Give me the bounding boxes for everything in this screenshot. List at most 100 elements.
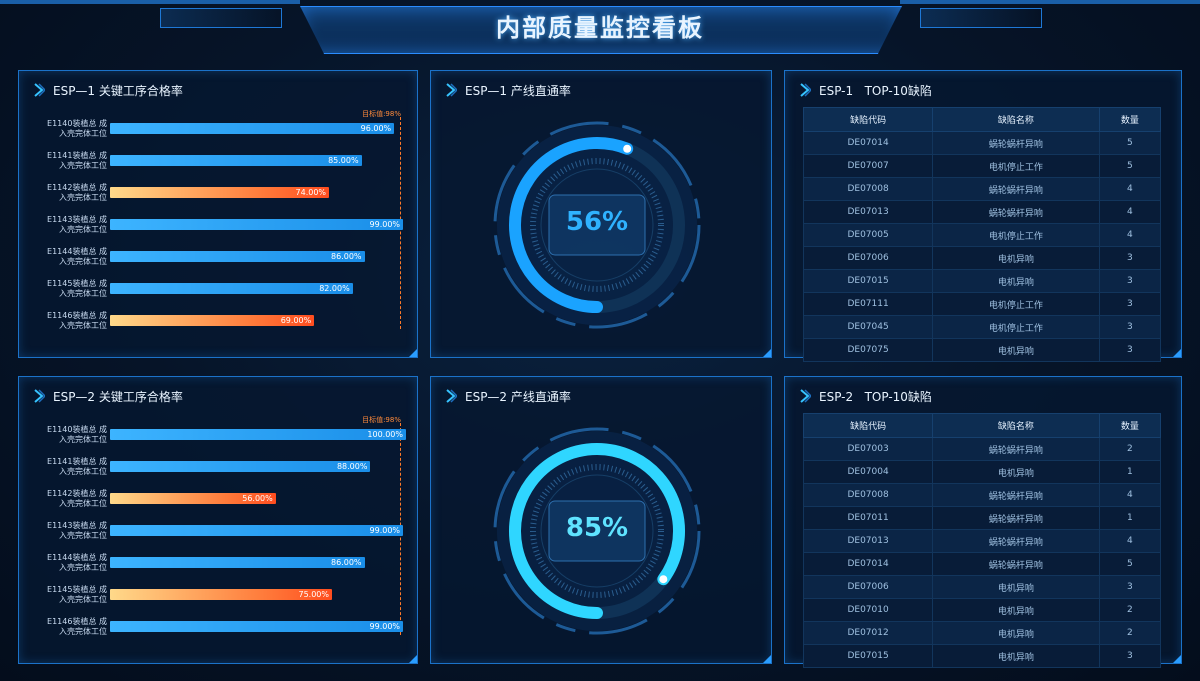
chevron-right-icon	[800, 389, 811, 403]
table-cell: 4	[1098, 223, 1162, 247]
bar: 56.00%	[110, 493, 276, 504]
table-cell: 电机异响	[932, 269, 1100, 293]
table-cell: 3	[1098, 292, 1162, 316]
table-cell: 电机异响	[932, 621, 1100, 645]
panel-corner	[409, 655, 417, 663]
table-cell: 电机停止工作	[932, 292, 1100, 316]
gauge-progress-arc	[509, 443, 685, 619]
panel-esp2-pass-rate: ESP—2 关键工序合格率 目标值:98% E1140装植总 成入壳完体工位 100…	[18, 376, 418, 664]
table-header-row: 缺陷代码 缺陷名称 数量	[802, 107, 1162, 132]
bar-value-label: 99.00%	[369, 220, 401, 229]
table-cell: 4	[1098, 200, 1162, 224]
bar: 86.00%	[110, 557, 365, 568]
table-row: DE07014 蜗轮蜗杆异响 5	[802, 131, 1162, 155]
table-row: DE07007 电机停止工作 5	[802, 154, 1162, 178]
gauge-inner-ring	[540, 474, 654, 588]
bar-value-label: 75.00%	[298, 590, 329, 599]
bar: 100.00%	[110, 429, 406, 440]
table-cell: DE07008	[802, 483, 934, 507]
table-row: DE07006 电机异响 3	[802, 575, 1162, 599]
panel-title: ESP—2 产线直通率	[465, 389, 571, 404]
panel-esp1-yield: ESP—1 产线直通率 56%	[430, 70, 772, 358]
table-row: DE07013 蜗轮蜗杆异响 4	[802, 529, 1162, 553]
bar-value-label: 100.00%	[367, 430, 403, 439]
target-label: 目标值:98%	[362, 416, 401, 424]
gauge-graphic	[493, 427, 701, 635]
panel-corner	[409, 349, 417, 357]
bar-category-line1: E1145装植总 成	[47, 585, 107, 594]
table-cell: DE07012	[802, 621, 934, 645]
table-cell: DE07075	[802, 338, 934, 362]
table-cell: 蜗轮蜗杆异响	[932, 506, 1100, 530]
bar-category-line1: E1143装植总 成	[47, 521, 107, 530]
chevron-right-icon	[446, 389, 457, 403]
bar-category-line1: E1141装植总 成	[47, 151, 107, 160]
table-cell: DE07014	[802, 552, 934, 576]
table-cell: 蜗轮蜗杆异响	[932, 552, 1100, 576]
bar-category-line2: 入壳完体工位	[59, 129, 107, 138]
table-header-cell: 缺陷名称	[932, 413, 1100, 438]
bar-value-label: 86.00%	[331, 558, 362, 567]
gauge-center-plate	[548, 500, 646, 562]
table-row: DE07005 电机停止工作 4	[802, 223, 1162, 247]
table-row: DE07010 电机异响 2	[802, 598, 1162, 622]
bar-category-label: E1143装植总 成入壳完体工位	[19, 521, 107, 541]
table-cell: DE07010	[802, 598, 934, 622]
bar-category-label: E1141装植总 成入壳完体工位	[19, 151, 107, 171]
table-cell: 蜗轮蜗杆异响	[932, 529, 1100, 553]
bar-category-line2: 入壳完体工位	[59, 467, 107, 476]
gauge-esp1: 56%	[431, 71, 771, 357]
header-bar: 内部质量监控看板	[0, 0, 1200, 60]
table-cell: DE07015	[802, 269, 934, 293]
table-cell: 电机异响	[932, 644, 1100, 668]
gauge-value: 85%	[565, 513, 629, 543]
gauge-progress-arc	[509, 137, 634, 313]
table-row: DE07008 蜗轮蜗杆异响 4	[802, 483, 1162, 507]
table-cell: 电机异响	[932, 246, 1100, 270]
table-header-cell: 数量	[1098, 107, 1162, 132]
table-row: DE07013 蜗轮蜗杆异响 4	[802, 200, 1162, 224]
bar-category-line1: E1141装植总 成	[47, 457, 107, 466]
table-cell: 3	[1098, 575, 1162, 599]
table-header-cell: 缺陷名称	[932, 107, 1100, 132]
table-cell: 电机异响	[932, 460, 1100, 484]
table-row: DE07004 电机异响 1	[802, 460, 1162, 484]
page-title: 内部质量监控看板	[496, 14, 704, 42]
bar: 99.00%	[110, 621, 404, 632]
bar-category-line1: E1140装植总 成	[47, 425, 107, 434]
bar: 74.00%	[110, 187, 330, 198]
gauge-outer-ring	[493, 121, 701, 329]
chevron-right-icon	[34, 389, 45, 403]
bar-category-label: E1145装植总 成入壳完体工位	[19, 279, 107, 299]
bar-value-label: 85.00%	[328, 156, 359, 165]
bar-category-label: E1143装植总 成入壳完体工位	[19, 215, 107, 235]
panel-header: ESP-1 TOP-10缺陷	[799, 81, 932, 99]
bar: 99.00%	[110, 525, 404, 536]
bar: 82.00%	[110, 283, 353, 294]
target-label: 目标值:98%	[362, 110, 401, 118]
table-row: DE07012 电机异响 2	[802, 621, 1162, 645]
table-row: DE07015 电机异响 3	[802, 644, 1162, 668]
table-cell: DE07004	[802, 460, 934, 484]
bar-category-line2: 入壳完体工位	[59, 531, 107, 540]
bar-category-label: E1144装植总 成入壳完体工位	[19, 247, 107, 267]
bar-category-line2: 入壳完体工位	[59, 563, 107, 572]
bar-category-line2: 入壳完体工位	[59, 627, 107, 636]
bar-category-label: E1142装植总 成入壳完体工位	[19, 489, 107, 509]
table-cell: 蜗轮蜗杆异响	[932, 200, 1100, 224]
bar-category-label: E1142装植总 成入壳完体工位	[19, 183, 107, 203]
bar-category-line1: E1142装植总 成	[47, 183, 107, 192]
bar-category-label: E1145装植总 成入壳完体工位	[19, 585, 107, 605]
header-line-left	[0, 0, 300, 4]
table-cell: 电机异响	[932, 598, 1100, 622]
header-line-right	[900, 0, 1200, 4]
bar-category-line2: 入壳完体工位	[59, 289, 107, 298]
table-cell: 1	[1098, 460, 1162, 484]
gauge-value: 56%	[565, 207, 629, 237]
bar: 75.00%	[110, 589, 332, 600]
bar-category-line2: 入壳完体工位	[59, 435, 107, 444]
table-cell: 5	[1098, 552, 1162, 576]
bar-category-label: E1140装植总 成入壳完体工位	[19, 425, 107, 445]
table-row: DE07006 电机异响 3	[802, 246, 1162, 270]
table-row: DE07045 电机停止工作 3	[802, 315, 1162, 339]
